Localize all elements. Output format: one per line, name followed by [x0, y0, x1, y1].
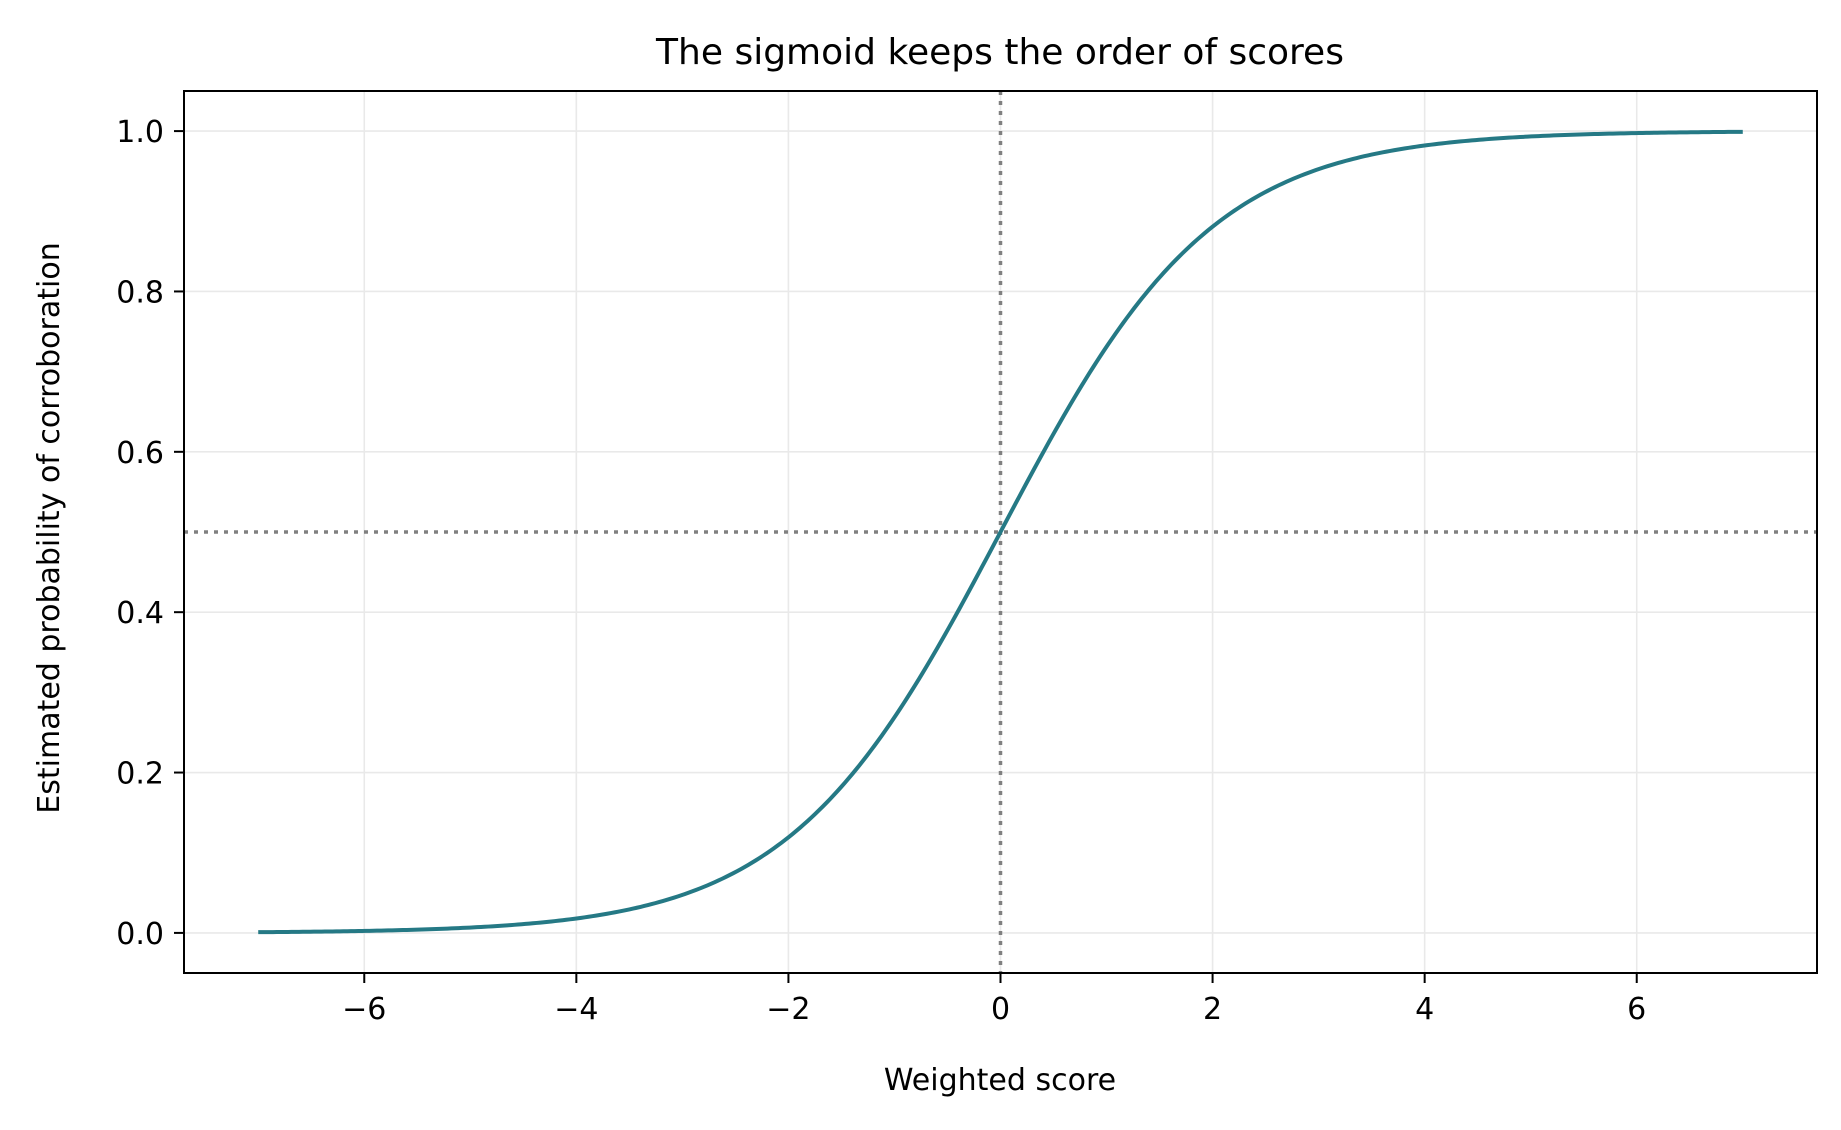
- x-tick-label: −6: [342, 992, 386, 1027]
- x-axis-label: Weighted score: [884, 1063, 1116, 1098]
- x-axis: −6 −4 −2 0 2 4 6: [342, 973, 1646, 1027]
- sigmoid-curve: [258, 129, 1743, 935]
- x-tick-label: 0: [991, 992, 1010, 1027]
- x-tick-label: 2: [1203, 992, 1222, 1027]
- x-tick-label: 6: [1627, 992, 1646, 1027]
- y-tick-label: 1.0: [116, 115, 164, 150]
- y-axis: 0.0 0.2 0.4 0.6 0.8 1.0: [116, 115, 184, 952]
- x-tick-label: −4: [554, 992, 598, 1027]
- y-tick-label: 0.8: [116, 275, 164, 310]
- series-group: [258, 129, 1743, 935]
- y-tick-label: 0.6: [116, 436, 164, 471]
- x-tick-label: −2: [766, 992, 810, 1027]
- y-tick-label: 0.0: [116, 917, 164, 952]
- x-tick-label: 4: [1415, 992, 1434, 1027]
- y-tick-label: 0.2: [116, 757, 164, 792]
- y-tick-label: 0.4: [116, 596, 164, 631]
- chart-title: The sigmoid keeps the order of scores: [655, 32, 1344, 73]
- y-axis-label: Estimated probability of corroboration: [32, 242, 67, 813]
